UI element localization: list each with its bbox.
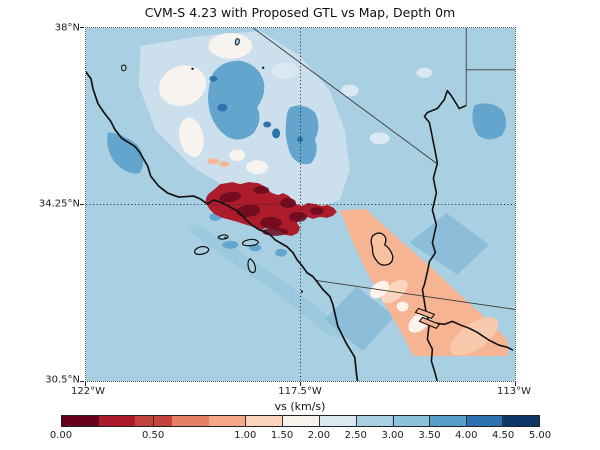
colorbar-tick-label: 0.00 (49, 430, 73, 441)
plot-title: CVM-S 4.23 with Proposed GTL vs Map, Dep… (144, 5, 456, 20)
colorbar-segment-12 (502, 416, 539, 426)
colorbar-tick-label: 1.50 (270, 430, 294, 441)
us-mexico-border (316, 280, 515, 310)
colorbar-label: vs (km/s) (274, 400, 326, 413)
pale-patches-nevada (272, 62, 433, 145)
ytickmark-bottom (80, 381, 84, 382)
colorbar-segment-5 (245, 416, 283, 426)
ytick-38n: 38°N (54, 22, 80, 34)
xtick-122w: 122°W (71, 386, 105, 397)
xtickmark-left (85, 382, 86, 386)
coastline (86, 70, 359, 381)
colorbar-segment-10 (428, 416, 466, 426)
ytickmark-middle (80, 204, 84, 205)
dry-lake-outline (370, 232, 394, 266)
ytick-30-5n: 30.5°N (45, 374, 80, 386)
colorbar-segment-9 (392, 416, 429, 426)
colorbar-segment-6 (282, 416, 319, 426)
colorbar-segment-1 (98, 416, 136, 426)
colorbar-tick-label: 3.00 (381, 430, 404, 441)
colorbar-segment-8 (355, 416, 393, 426)
la-basin-red-region (205, 182, 337, 236)
state-borders (252, 28, 515, 310)
colorbar-tick-labels: 0.00 0.50 1.00 1.50 2.00 2.50 3.00 3.50 4.00 4.50… (50, 430, 551, 444)
colorbar-segment-11 (465, 416, 503, 426)
colorbar-tick-label: 2.00 (307, 430, 331, 441)
xtick-113w: 113°W (497, 386, 531, 397)
colorbar-tick-label: 4.50 (492, 430, 515, 441)
salton-sea-outline (414, 307, 441, 329)
velocity-map (86, 28, 515, 381)
salton-trough-band (339, 208, 509, 357)
colorbar-segment-2 (135, 416, 173, 426)
colorbar-tick-label: 4.00 (455, 430, 478, 441)
xtick-117-5w: 117.5°W (278, 386, 322, 397)
colorado-river (421, 89, 514, 381)
salmon-specks (207, 158, 230, 168)
medium-blue-blobs (107, 60, 507, 257)
colorbar-tick-label: 2.50 (344, 430, 367, 441)
california-nevada-border (252, 28, 437, 164)
offshore-band (189, 222, 345, 339)
colorbar-segment-3 (172, 416, 209, 426)
xtickmark-center (300, 382, 301, 386)
small-lakes (121, 38, 304, 293)
xtickmark-right (515, 382, 516, 386)
basin-maroon-mottle (219, 186, 324, 236)
colorbar-tick-label: 1.00 (234, 430, 257, 441)
blue-tiles (324, 212, 490, 352)
white-low-velocity-patches (159, 32, 269, 175)
colorbar-segment-4 (208, 416, 246, 426)
ytickmark-top (80, 27, 84, 28)
ytick-34-25n: 34.25°N (38, 198, 80, 210)
colorbar-segment-7 (318, 416, 356, 426)
colorbar-tick-label: 5.00 (528, 430, 552, 441)
colorbar-tick-label: 0.50 (141, 430, 165, 441)
colorbar-segment-0 (62, 416, 99, 426)
colorbar (61, 415, 540, 427)
map-plot-area (85, 27, 516, 382)
colorbar-tick-label: 3.50 (418, 430, 441, 441)
